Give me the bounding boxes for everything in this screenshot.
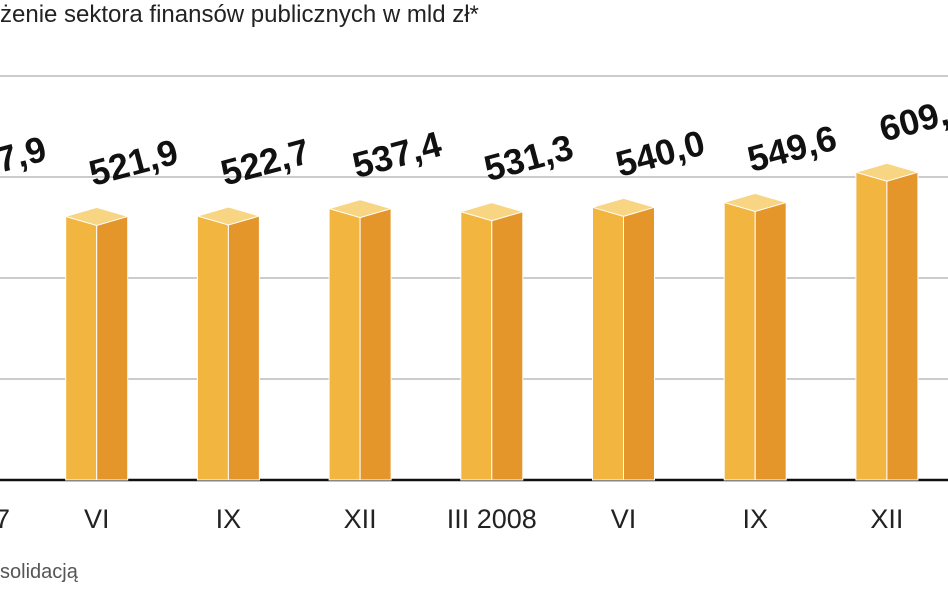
value-label: 540,0 bbox=[611, 122, 709, 185]
x-tick-label: XII bbox=[344, 504, 377, 534]
bar-face-right bbox=[754, 201, 787, 481]
value-label: 531,3 bbox=[480, 126, 578, 189]
value-label: 609,4 bbox=[875, 87, 948, 150]
bar-top bbox=[854, 162, 920, 182]
bar bbox=[722, 192, 788, 481]
bar-face-right bbox=[96, 215, 129, 481]
bar-face-left bbox=[855, 171, 888, 481]
bar-face-left bbox=[328, 208, 361, 481]
x-tick-label: VI bbox=[611, 504, 637, 534]
bar-top bbox=[327, 199, 393, 219]
bar-top bbox=[722, 192, 788, 212]
bar bbox=[327, 199, 393, 481]
x-tick-label: VI bbox=[84, 504, 110, 534]
bar bbox=[459, 202, 525, 481]
bar-face-right bbox=[227, 215, 260, 481]
x-tick-label: III 2008 bbox=[447, 504, 537, 534]
bar-top bbox=[459, 202, 525, 222]
bar bbox=[195, 206, 262, 481]
bar bbox=[854, 162, 920, 481]
x-tick-label: XII bbox=[870, 504, 903, 534]
bar bbox=[590, 197, 657, 481]
bar bbox=[63, 206, 130, 481]
value-label: 549,6 bbox=[743, 117, 841, 180]
bar-face-right bbox=[491, 211, 524, 481]
value-label: 527,9 bbox=[0, 128, 51, 191]
chart-title: żenie sektora finansów publicznych w mld… bbox=[0, 1, 479, 28]
value-label: 522,7 bbox=[216, 131, 314, 194]
bar-face-left bbox=[65, 215, 98, 481]
bar-face-left bbox=[723, 201, 756, 481]
footnote: solidacją bbox=[0, 561, 79, 583]
bar-face-left bbox=[196, 215, 229, 481]
bar-top bbox=[63, 206, 130, 226]
bar-face-right bbox=[623, 206, 655, 481]
value-label: 521,9 bbox=[85, 131, 183, 194]
bar-face-right bbox=[886, 171, 919, 481]
bar-face-left bbox=[460, 211, 493, 481]
bar-top bbox=[195, 206, 262, 226]
bar-top bbox=[590, 197, 657, 217]
x-tick-label: IX bbox=[742, 504, 768, 534]
bar-face-left bbox=[592, 206, 624, 481]
x-tick-label: IX bbox=[216, 504, 242, 534]
x-tick-label: III 2007 bbox=[0, 504, 10, 534]
bar-face-right bbox=[359, 208, 392, 481]
